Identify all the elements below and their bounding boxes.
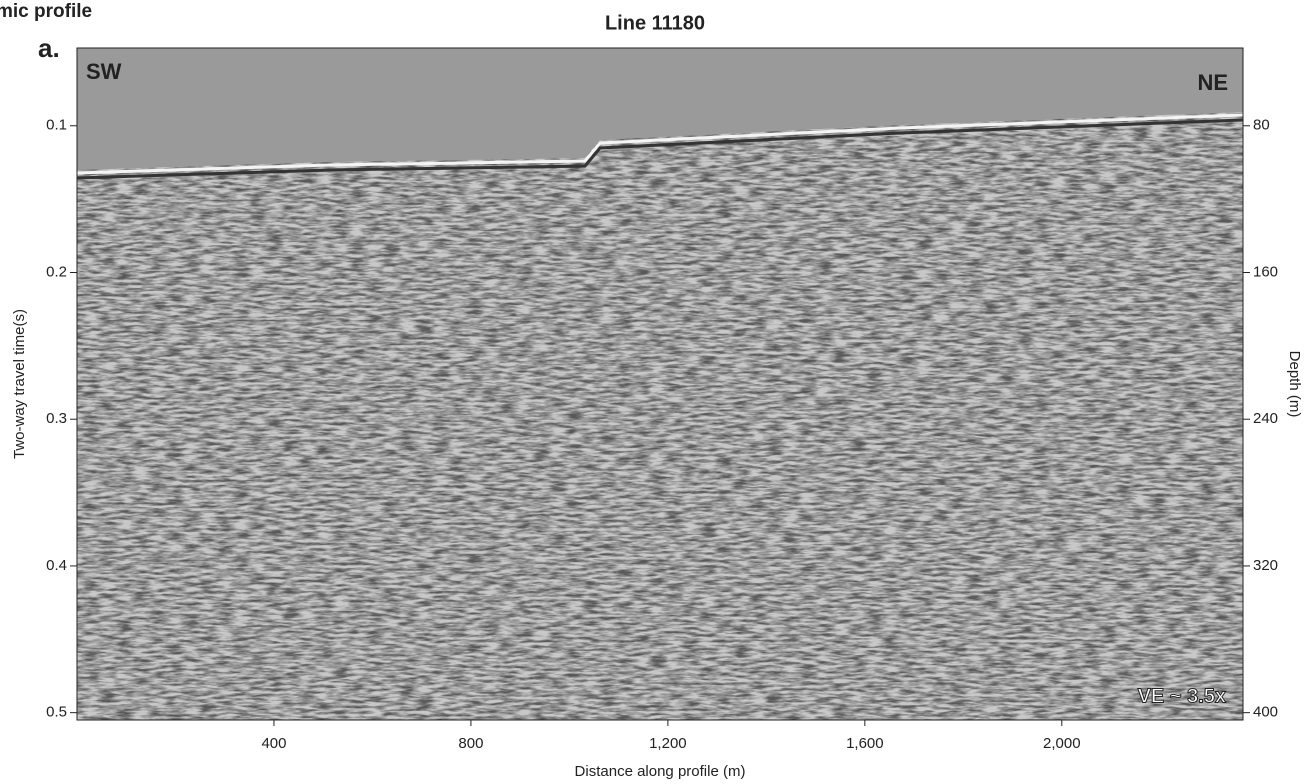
x-tick-label: 1,200 [649,735,687,752]
x-tick-label: 2,000 [1043,735,1081,752]
plot-frame [76,47,1244,721]
x-tick-label: 400 [261,735,286,752]
y-tick-label: 0.4 [46,557,67,574]
panel-label: a. [38,33,60,63]
annotation-ve: VE ~ 3.5x [1138,685,1226,707]
y2-tick-label: 160 [1253,263,1278,280]
y-axis-label: Two-way travel time(s) [11,309,28,459]
x-tick-label: 800 [458,735,483,752]
y2-tick-label: 320 [1253,557,1278,574]
y-tick-label: 0.3 [46,410,67,427]
y2-axis-label: Depth (m) [1286,351,1303,418]
annotation-sw: SW [86,59,122,84]
y-tick-label: 0.2 [46,263,67,280]
y2-tick-label: 240 [1253,410,1278,427]
chart-title: Line 11180 [605,12,705,34]
x-tick-label: 1,600 [846,735,884,752]
y2-tick-label: 400 [1253,704,1278,721]
seismic-image [77,48,1243,720]
y-tick-label: 0.5 [46,704,67,721]
y-tick-label: 0.1 [46,117,67,134]
annotation-ne: NE [1197,70,1228,95]
panel-title: mic profile [0,1,92,22]
y2-tick-label: 80 [1253,117,1270,134]
x-axis-label: Distance along profile (m) [575,763,746,780]
